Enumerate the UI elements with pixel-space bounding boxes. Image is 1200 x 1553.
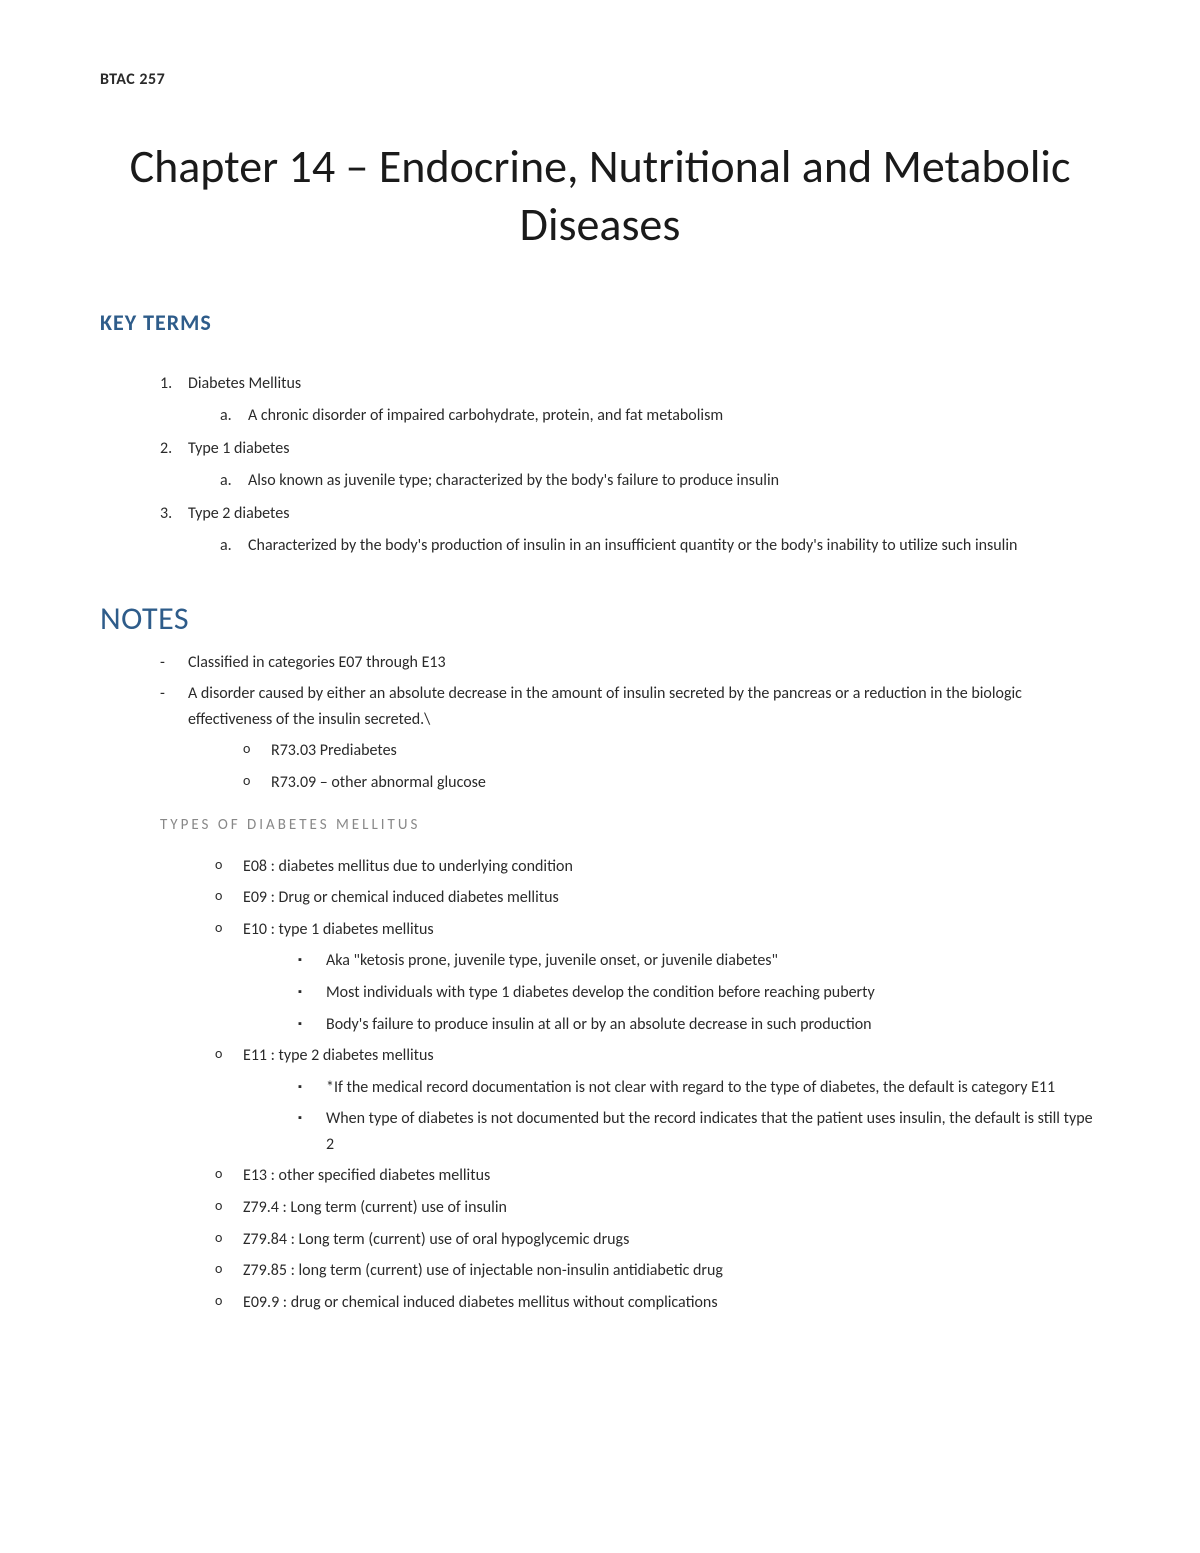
type-item: E09.9 : drug or chemical induced diabete… bbox=[215, 1290, 1100, 1316]
type-child-item: *If the medical record documentation is … bbox=[298, 1075, 1100, 1101]
type-child-item: Aka "ketosis prone, juvenile type, juven… bbox=[298, 948, 1100, 974]
notes-sub-bullet: R73.09 – other abnormal glucose bbox=[243, 770, 1100, 796]
term-definition: Also known as juvenile type; characteriz… bbox=[220, 468, 1100, 494]
types-list: E08 : diabetes mellitus due to underlyin… bbox=[215, 854, 1100, 1316]
term-name: Type 1 diabetes bbox=[188, 439, 289, 458]
type-children-list: Aka "ketosis prone, juvenile type, juven… bbox=[298, 948, 1100, 1037]
key-terms-heading: KEY TERMS bbox=[100, 309, 1100, 336]
notes-bullet-text: A disorder caused by either an absolute … bbox=[188, 684, 1022, 729]
term-definition-list: Characterized by the body's production o… bbox=[220, 533, 1100, 559]
type-item: E09 : Drug or chemical induced diabetes … bbox=[215, 885, 1100, 911]
term-definition: Characterized by the body's production o… bbox=[220, 533, 1100, 559]
type-children-list: *If the medical record documentation is … bbox=[298, 1075, 1100, 1158]
types-heading: TYPES OF DIABETES MELLITUS bbox=[160, 816, 1100, 834]
course-code: BTAC 257 bbox=[100, 70, 1100, 89]
type-item: Z79.4 : Long term (current) use of insul… bbox=[215, 1195, 1100, 1221]
chapter-title: Chapter 14 – Endocrine, Nutritional and … bbox=[100, 139, 1100, 254]
type-item-text: E11 : type 2 diabetes mellitus bbox=[243, 1046, 434, 1065]
notes-list: Classified in categories E07 through E13… bbox=[160, 650, 1100, 796]
notes-sub-list: R73.03 Prediabetes R73.09 – other abnorm… bbox=[243, 738, 1100, 795]
type-item: Z79.84 : Long term (current) use of oral… bbox=[215, 1227, 1100, 1253]
type-item-text: E10 : type 1 diabetes mellitus bbox=[243, 920, 434, 939]
term-definition-list: A chronic disorder of impaired carbohydr… bbox=[220, 403, 1100, 429]
key-term-item: Type 2 diabetes Characterized by the bod… bbox=[160, 501, 1100, 558]
notes-bullet: Classified in categories E07 through E13 bbox=[160, 650, 1100, 676]
key-term-item: Type 1 diabetes Also known as juvenile t… bbox=[160, 436, 1100, 493]
notes-bullet: A disorder caused by either an absolute … bbox=[160, 681, 1100, 795]
term-definition-list: Also known as juvenile type; characteriz… bbox=[220, 468, 1100, 494]
type-child-item: When type of diabetes is not documented … bbox=[298, 1106, 1100, 1157]
key-term-item: Diabetes Mellitus A chronic disorder of … bbox=[160, 371, 1100, 428]
term-name: Diabetes Mellitus bbox=[188, 374, 301, 393]
notes-sub-bullet: R73.03 Prediabetes bbox=[243, 738, 1100, 764]
term-name: Type 2 diabetes bbox=[188, 504, 289, 523]
type-item: E13 : other specified diabetes mellitus bbox=[215, 1163, 1100, 1189]
notes-heading: NOTES bbox=[100, 599, 1100, 638]
type-item: E08 : diabetes mellitus due to underlyin… bbox=[215, 854, 1100, 880]
type-child-item: Body's failure to produce insulin at all… bbox=[298, 1012, 1100, 1038]
type-child-item: Most individuals with type 1 diabetes de… bbox=[298, 980, 1100, 1006]
type-item: E11 : type 2 diabetes mellitus *If the m… bbox=[215, 1043, 1100, 1157]
term-definition: A chronic disorder of impaired carbohydr… bbox=[220, 403, 1100, 429]
type-item: E10 : type 1 diabetes mellitus Aka "keto… bbox=[215, 917, 1100, 1037]
type-item: Z79.85 : long term (current) use of inje… bbox=[215, 1258, 1100, 1284]
key-terms-list: Diabetes Mellitus A chronic disorder of … bbox=[160, 371, 1100, 559]
